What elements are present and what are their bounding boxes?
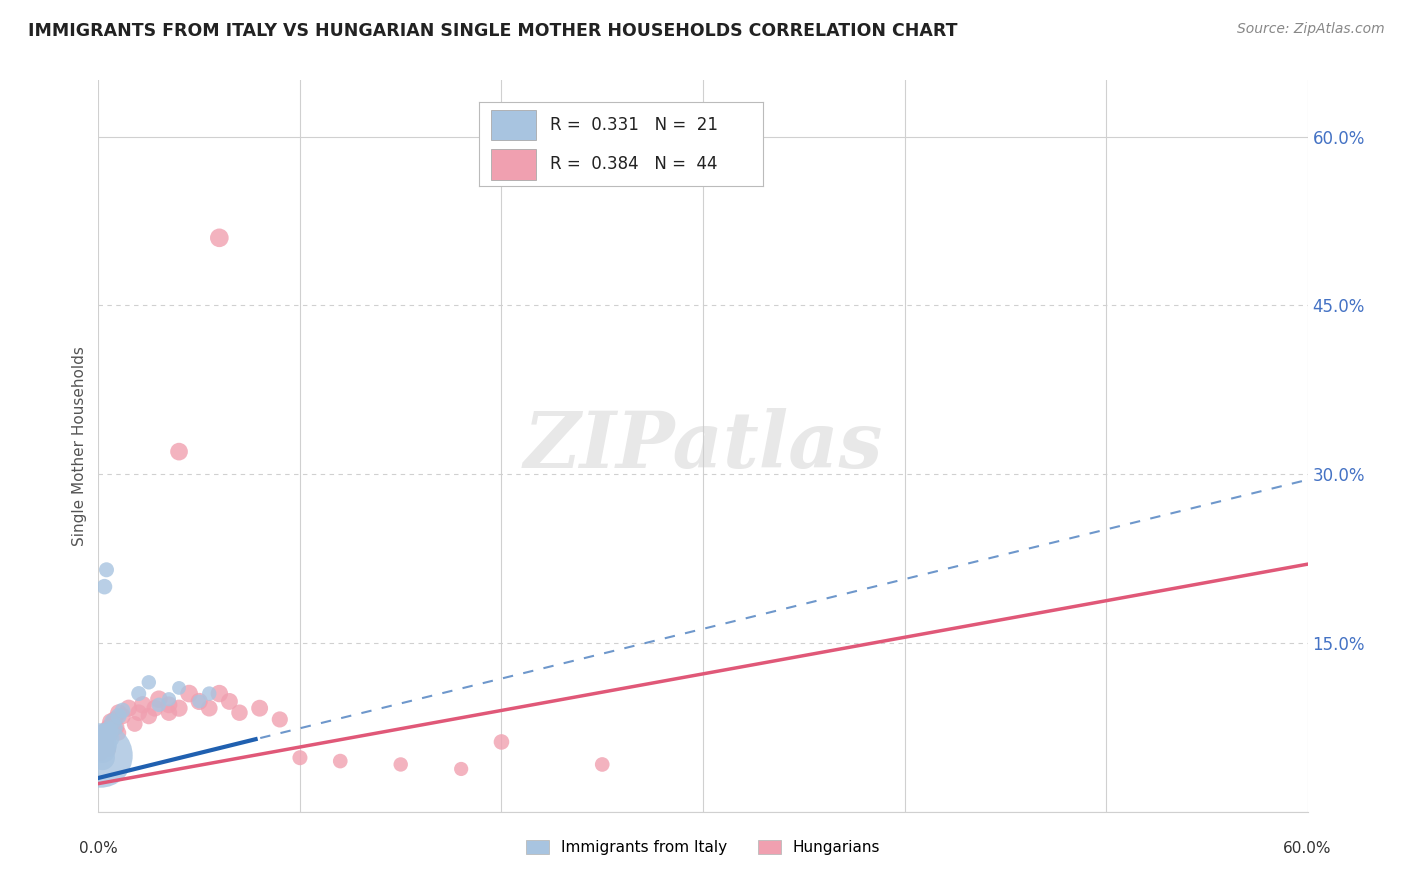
Point xyxy=(111,709,134,723)
Point xyxy=(450,762,472,776)
Point xyxy=(269,713,291,727)
Point xyxy=(89,748,111,763)
Point xyxy=(288,750,311,764)
Point xyxy=(96,563,118,577)
Point xyxy=(148,698,170,712)
Text: 60.0%: 60.0% xyxy=(1284,841,1331,856)
Point xyxy=(128,687,150,701)
Point xyxy=(89,746,111,760)
Point xyxy=(103,713,125,727)
Point xyxy=(89,737,111,751)
Point xyxy=(208,687,231,701)
Point xyxy=(91,731,114,746)
Point xyxy=(167,444,190,458)
Point xyxy=(218,694,240,708)
Point xyxy=(97,723,120,738)
Point xyxy=(124,717,146,731)
Point xyxy=(93,723,115,738)
Point xyxy=(228,706,250,720)
Point xyxy=(389,757,412,772)
Point xyxy=(188,694,211,708)
Point xyxy=(96,739,118,754)
Point xyxy=(132,698,155,712)
Legend: Immigrants from Italy, Hungarians: Immigrants from Italy, Hungarians xyxy=(520,834,886,861)
Point xyxy=(101,717,124,731)
Point xyxy=(91,743,114,757)
Point xyxy=(138,709,160,723)
Point xyxy=(167,701,190,715)
Point xyxy=(329,754,352,768)
Point xyxy=(107,709,129,723)
Point xyxy=(91,743,114,757)
Point xyxy=(93,580,115,594)
Point xyxy=(179,687,201,701)
Point xyxy=(93,728,115,742)
Text: 0.0%: 0.0% xyxy=(79,841,118,856)
Point xyxy=(97,720,120,734)
Point xyxy=(91,750,114,764)
Point xyxy=(118,701,141,715)
Text: Source: ZipAtlas.com: Source: ZipAtlas.com xyxy=(1237,22,1385,37)
Point xyxy=(107,706,129,720)
Point xyxy=(100,726,122,740)
Point xyxy=(157,692,180,706)
Point xyxy=(107,726,129,740)
Point xyxy=(143,701,166,715)
Point xyxy=(157,698,180,712)
Point xyxy=(591,757,613,772)
Point xyxy=(138,675,160,690)
Point xyxy=(103,720,125,734)
Point xyxy=(105,720,128,734)
Text: IMMIGRANTS FROM ITALY VS HUNGARIAN SINGLE MOTHER HOUSEHOLDS CORRELATION CHART: IMMIGRANTS FROM ITALY VS HUNGARIAN SINGL… xyxy=(28,22,957,40)
Point xyxy=(128,706,150,720)
Y-axis label: Single Mother Households: Single Mother Households xyxy=(72,346,87,546)
Point xyxy=(148,692,170,706)
Point xyxy=(188,694,211,708)
Point xyxy=(93,739,115,754)
Text: ZIPatlas: ZIPatlas xyxy=(523,408,883,484)
Point xyxy=(167,681,190,695)
Point xyxy=(198,687,221,701)
Point xyxy=(111,703,134,717)
Point xyxy=(249,701,271,715)
Point xyxy=(100,714,122,729)
Point xyxy=(491,735,513,749)
Point xyxy=(89,737,111,751)
Point xyxy=(208,231,231,245)
Point xyxy=(96,728,118,742)
Point xyxy=(157,706,180,720)
Point xyxy=(101,714,124,729)
Point xyxy=(96,735,118,749)
Point xyxy=(97,743,120,757)
Point xyxy=(100,731,122,746)
Point xyxy=(198,701,221,715)
